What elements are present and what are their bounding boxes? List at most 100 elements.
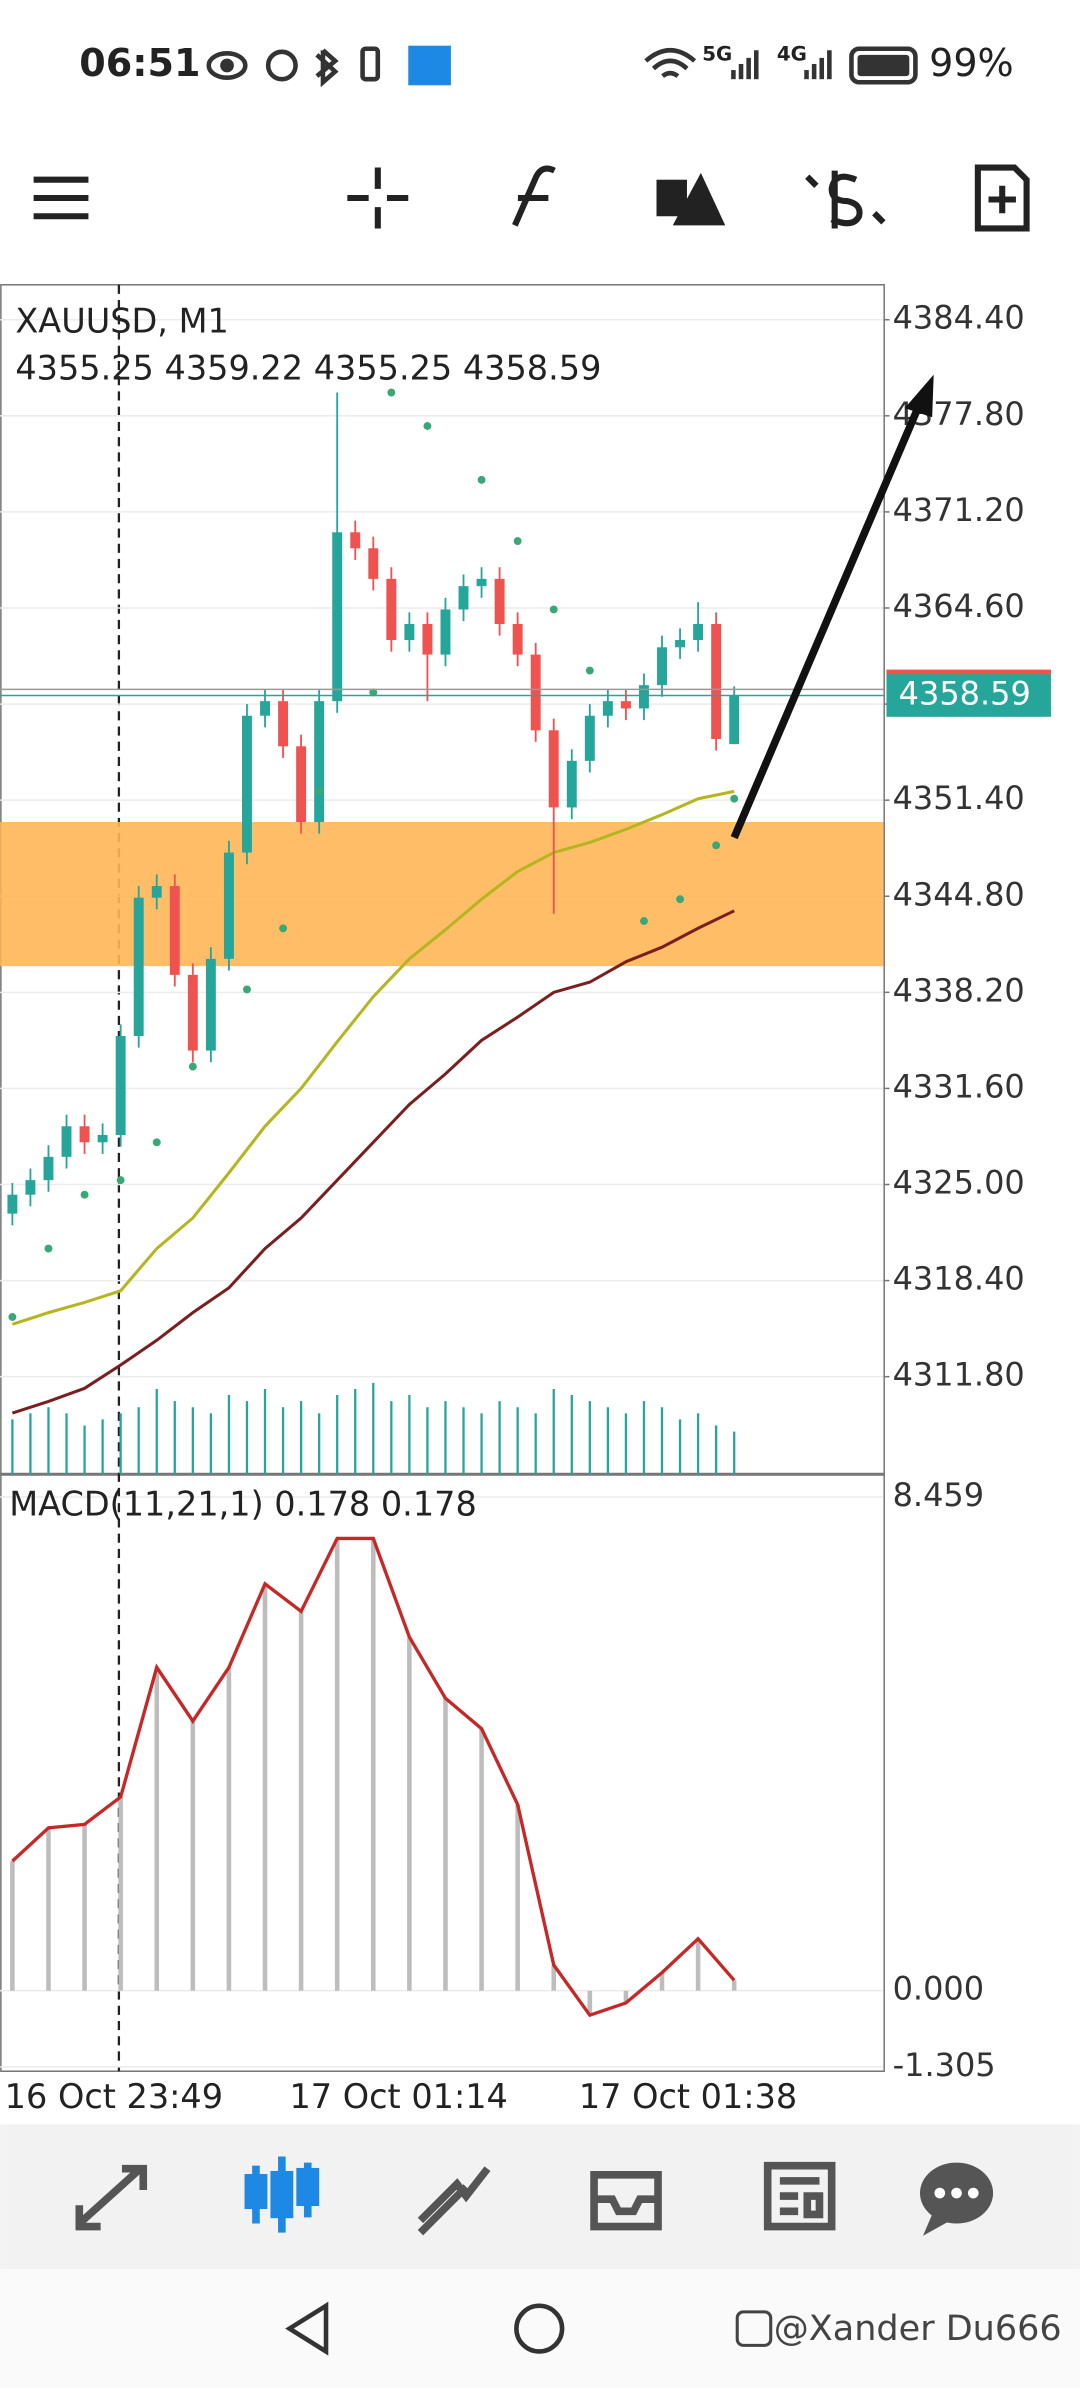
- objects-button[interactable]: [656, 172, 726, 226]
- time-label: 17 Oct 01:38: [579, 2077, 797, 2116]
- candle-body: [151, 886, 162, 898]
- candle-body: [133, 897, 144, 1037]
- candle-body: [440, 609, 451, 655]
- home-button[interactable]: [514, 2303, 565, 2354]
- y-tick-label: 4371.20: [893, 491, 1025, 529]
- network-label: 4G: [777, 42, 807, 65]
- menu-button[interactable]: [33, 176, 89, 220]
- candle-body: [602, 701, 613, 716]
- sar-dot: [387, 388, 396, 397]
- candle-body: [97, 1135, 108, 1143]
- candle-body: [79, 1126, 90, 1143]
- candle-body: [332, 532, 343, 702]
- wifi-icon: [644, 47, 697, 79]
- candle-body: [169, 886, 180, 975]
- y-tick-label: 8.459: [893, 1476, 985, 1514]
- price-zone: [0, 822, 884, 967]
- price-tag-edge: [886, 669, 1051, 675]
- sar-dot: [8, 1313, 17, 1321]
- sar-dot: [243, 985, 251, 994]
- back-button[interactable]: [285, 2301, 329, 2356]
- battery-icon: [849, 46, 918, 85]
- candle-body: [566, 760, 577, 808]
- time-label: 17 Oct 01:14: [289, 2077, 507, 2116]
- y-tick-label: 4344.80: [893, 875, 1025, 913]
- y-tick-label: -1.305: [893, 2046, 996, 2084]
- sar-dot: [730, 794, 739, 803]
- sar-dot: [477, 475, 486, 484]
- y-tick-label: 0.000: [893, 1970, 985, 2008]
- macd-label: MACD(11,21,1) 0.178 0.178: [9, 1485, 477, 1524]
- messages-tab[interactable]: [919, 2162, 994, 2236]
- signal-icons: [731, 50, 832, 80]
- candle-body: [458, 586, 469, 610]
- sar-dot: [80, 1190, 89, 1199]
- y-tick-label: 4338.20: [893, 971, 1025, 1009]
- sar-dot: [549, 605, 558, 614]
- quotes-tab[interactable]: [75, 2164, 148, 2231]
- system-nav: [0, 2269, 1080, 2388]
- candle-body: [494, 578, 505, 625]
- candle-body: [314, 701, 325, 823]
- candle-body: [620, 701, 631, 709]
- candle-body: [657, 647, 667, 686]
- toolbar: [33, 164, 1030, 232]
- candle-body: [512, 624, 523, 655]
- candle-body: [729, 695, 740, 745]
- network-label: 5G: [702, 42, 732, 65]
- arrow: [730, 394, 927, 840]
- candle-body: [711, 624, 722, 740]
- candle-body: [530, 654, 541, 731]
- candle-body: [675, 640, 686, 648]
- chart-tab[interactable]: [244, 2156, 320, 2233]
- time-label: 16 Oct 23:49: [5, 2077, 223, 2116]
- candle-body: [25, 1180, 36, 1195]
- candle-body: [242, 715, 252, 853]
- trade-button[interactable]: [805, 170, 886, 229]
- y-tick-label: 4351.40: [893, 779, 1025, 817]
- y-tick-label: 4318.40: [893, 1260, 1025, 1298]
- sar-dot: [712, 841, 721, 850]
- candle-body: [187, 974, 198, 1051]
- watermark: @Xander Du666: [774, 2308, 1062, 2349]
- candle-body: [404, 624, 415, 641]
- candle-body: [278, 701, 289, 747]
- candle-body: [296, 746, 307, 823]
- trade-tab[interactable]: [417, 2166, 491, 2236]
- news-tab[interactable]: [763, 2161, 836, 2231]
- watermark-logo: [735, 2310, 773, 2347]
- battery-level: [857, 54, 910, 77]
- sar-dot: [423, 422, 432, 430]
- candle-body: [476, 578, 487, 587]
- indicator-button[interactable]: [512, 165, 556, 227]
- crosshair-button[interactable]: [347, 167, 409, 229]
- arrow-head: [904, 374, 934, 418]
- candle-body: [639, 685, 649, 709]
- sar-dot: [152, 1138, 161, 1147]
- moving-average: [11, 909, 735, 1415]
- y-tick-label: 4384.40: [893, 299, 1025, 337]
- clock: 06:51: [79, 41, 200, 85]
- y-tick-label: 4325.00: [893, 1164, 1025, 1202]
- plot: 4384.404377.804371.204364.604358.004351.…: [0, 299, 1051, 2084]
- sar-dot: [369, 688, 378, 697]
- candle-body: [693, 624, 704, 641]
- candle-body: [260, 701, 270, 716]
- battery-label: 99%: [929, 41, 1014, 85]
- macd-line: [11, 1536, 736, 2018]
- sar-dot: [44, 1244, 53, 1253]
- candle-body: [584, 715, 595, 761]
- candle-body: [422, 624, 433, 655]
- candle-body: [43, 1156, 54, 1181]
- new-order-button[interactable]: [974, 164, 1030, 232]
- sar-dot: [116, 1176, 125, 1185]
- candle-body: [223, 852, 234, 959]
- moving-average: [11, 789, 735, 1326]
- symbol-label: XAUUSD, M1: [15, 301, 228, 340]
- status-icons: [206, 45, 451, 88]
- chart-frame: [0, 284, 885, 2072]
- y-tick-label: 4331.60: [893, 1067, 1025, 1105]
- history-tab[interactable]: [590, 2170, 662, 2231]
